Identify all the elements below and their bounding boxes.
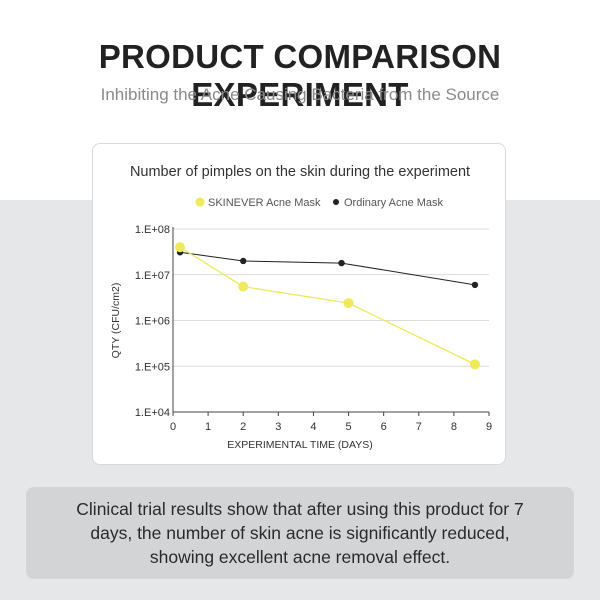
x-tick-label: 4 [310, 421, 316, 433]
chart-title: Number of pimples on the skin during the… [130, 164, 470, 180]
data-point-series-1 [238, 281, 249, 292]
result-note: Clinical trial results show that after u… [26, 487, 574, 579]
page-subtitle: Inhibiting the Acne Causing Bacteria fro… [100, 85, 500, 104]
series-line-2 [179, 251, 476, 286]
y-tick-label: 1.E+05 [135, 361, 170, 373]
y-tick-label: 1.E+06 [135, 316, 170, 328]
x-tick-label: 5 [345, 421, 351, 433]
data-point-series-1 [343, 298, 354, 309]
x-tick-label: 3 [275, 421, 281, 433]
x-tick-label: 0 [170, 421, 176, 433]
x-tick-label: 6 [381, 421, 387, 433]
legend-marker-series-2 [333, 199, 339, 205]
data-point-series-1 [175, 242, 186, 253]
chart-card: Number of pimples on the skin during the… [92, 143, 506, 465]
data-point-series-2 [338, 259, 345, 267]
data-point-series-2 [471, 281, 479, 289]
x-tick-label: 8 [451, 421, 457, 433]
x-tick-label: 1 [205, 421, 211, 433]
y-axis-label: QTY (CFU/cm2) [110, 283, 122, 359]
y-tick-label: 1.E+04 [135, 407, 170, 419]
x-axis-label: EXPERIMENTAL TIME (DAYS) [227, 439, 372, 451]
y-tick-label: 1.E+08 [135, 224, 170, 236]
x-tick-label: 9 [486, 421, 492, 433]
data-point-series-2 [240, 257, 247, 265]
legend-marker-series-1 [195, 197, 205, 207]
result-text: Clinical trial results show that after u… [76, 499, 524, 567]
series-line-1 [179, 246, 476, 365]
line-chart: Number of pimples on the skin during the… [110, 164, 492, 451]
x-tick-label: 2 [240, 421, 246, 433]
x-tick-label: 7 [416, 421, 422, 433]
legend-label-series-1: SKINEVER Acne Mask [208, 197, 321, 209]
data-point-series-1 [469, 359, 480, 370]
y-tick-label: 1.E+07 [135, 270, 170, 282]
page-title: PRODUCT COMPARISON EXPERIMENT [98, 38, 502, 113]
legend-label-series-2: Ordinary Acne Mask [344, 197, 444, 209]
